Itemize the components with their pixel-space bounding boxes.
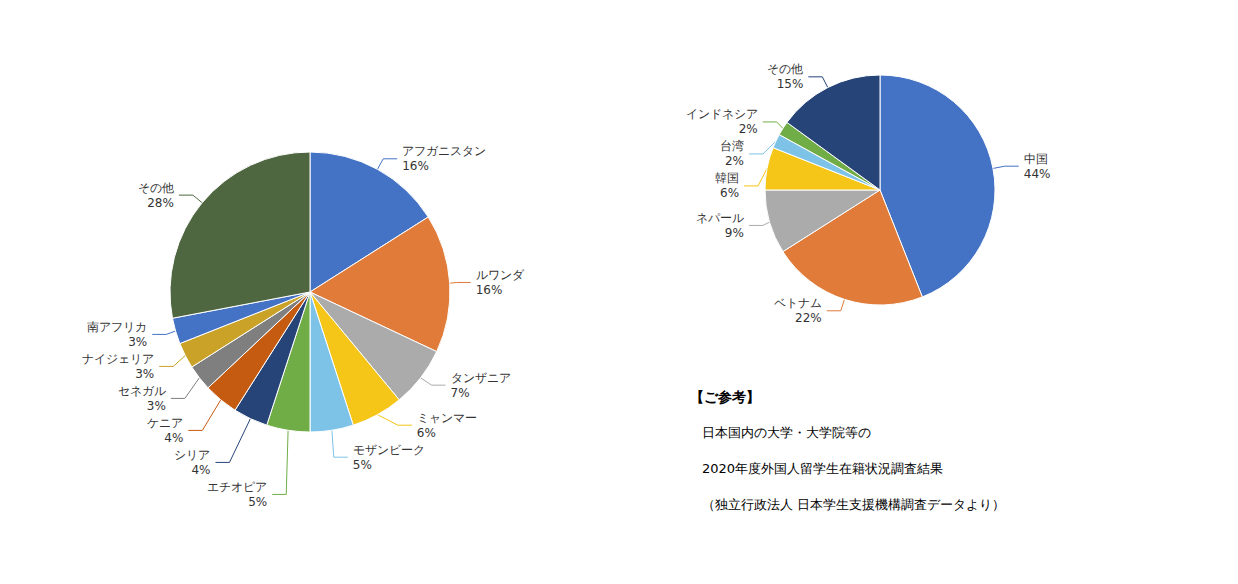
svg-text:【ご参考】: 【ご参考】 <box>690 389 760 405</box>
svg-text:5%: 5% <box>353 458 372 472</box>
svg-text:28%: 28% <box>147 196 174 210</box>
svg-text:中国: 中国 <box>1024 152 1048 166</box>
svg-text:4%: 4% <box>191 463 210 477</box>
svg-text:日本国内の大学・大学院等の: 日本国内の大学・大学院等の <box>702 425 871 440</box>
svg-text:その他: その他 <box>138 181 174 195</box>
svg-text:その他: その他 <box>767 62 803 76</box>
svg-text:2020年度外国人留学生在籍状況調査結果: 2020年度外国人留学生在籍状況調査結果 <box>702 461 943 476</box>
svg-text:ネパール: ネパール <box>696 211 744 225</box>
svg-text:ナイジェリア: ナイジェリア <box>82 352 154 366</box>
svg-text:韓国: 韓国 <box>715 171 739 185</box>
svg-text:5%: 5% <box>248 495 267 509</box>
svg-text:ルワンダ: ルワンダ <box>476 268 525 282</box>
svg-text:16%: 16% <box>476 283 503 297</box>
svg-text:3%: 3% <box>128 335 147 349</box>
svg-text:南アフリカ: 南アフリカ <box>87 320 147 334</box>
svg-text:6%: 6% <box>417 426 436 440</box>
svg-text:ミャンマー: ミャンマー <box>417 411 477 425</box>
svg-text:ベトナム: ベトナム <box>774 296 822 310</box>
svg-text:セネガル: セネガル <box>118 384 166 398</box>
svg-text:モザンビーク: モザンビーク <box>353 443 425 457</box>
svg-text:3%: 3% <box>135 367 154 381</box>
svg-text:（独立行政法人 日本学生支援機構調査データより）: （独立行政法人 日本学生支援機構調査データより） <box>702 497 1005 512</box>
svg-text:15%: 15% <box>777 77 804 91</box>
svg-text:6%: 6% <box>720 186 739 200</box>
svg-text:2%: 2% <box>739 122 758 136</box>
svg-text:9%: 9% <box>725 226 744 240</box>
svg-text:インドネシア: インドネシア <box>686 107 758 121</box>
svg-text:ケニア: ケニア <box>147 416 183 430</box>
svg-text:16%: 16% <box>402 159 429 173</box>
svg-text:22%: 22% <box>795 311 822 325</box>
svg-text:44%: 44% <box>1024 167 1051 181</box>
svg-text:アフガニスタン: アフガニスタン <box>402 144 486 158</box>
svg-text:エチオピア: エチオピア <box>207 480 267 494</box>
svg-text:4%: 4% <box>164 431 183 445</box>
svg-text:3%: 3% <box>147 399 166 413</box>
svg-text:2%: 2% <box>725 154 744 168</box>
svg-text:7%: 7% <box>451 386 470 400</box>
svg-text:台湾: 台湾 <box>720 139 744 153</box>
svg-text:シリア: シリア <box>174 448 210 462</box>
svg-text:タンザニア: タンザニア <box>451 371 511 385</box>
